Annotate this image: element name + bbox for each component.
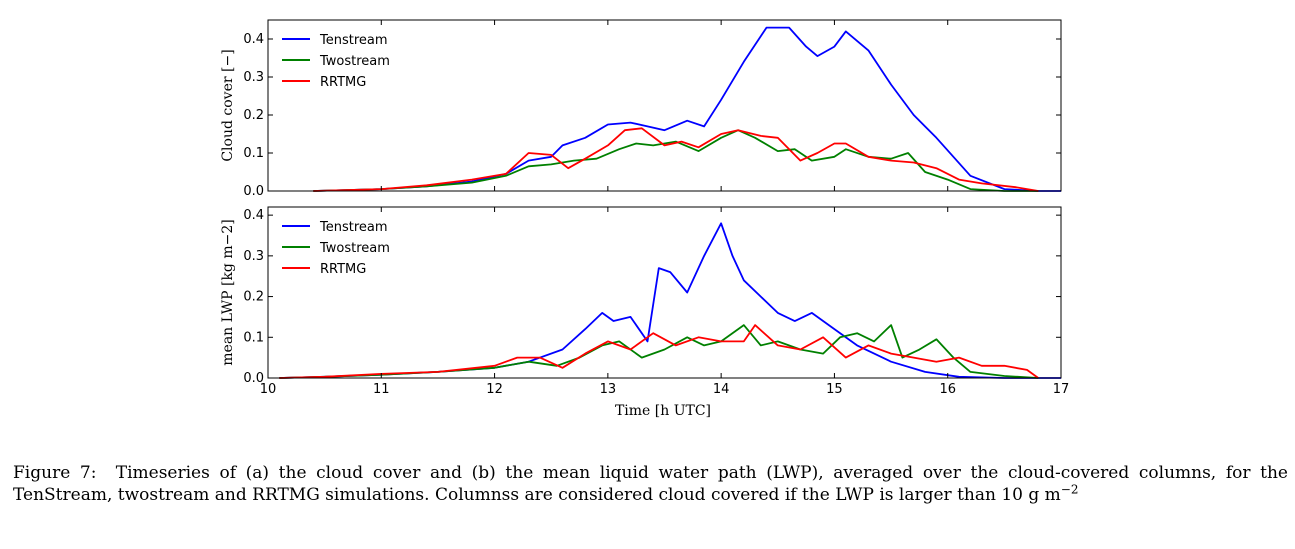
x-tick-label: 13 — [600, 382, 617, 397]
x-axis-label: Time [h UTC] — [615, 403, 711, 419]
x-tick-label: 16 — [939, 382, 956, 397]
y-tick-label: 0.0 — [243, 371, 264, 386]
y-tick-label: 0.3 — [243, 249, 264, 264]
caption-body: Timeseries of (a) the cloud cover and (b… — [13, 463, 1288, 505]
x-tick-label: 17 — [1053, 382, 1070, 397]
series-line-tenstream — [279, 222, 1061, 379]
lwp-panel: 10 11 12 13 14 15 16 17 0.0 0.1 0.2 0.3 0.4 mean LWP … — [220, 206, 1070, 397]
cloud-cover-panel: 0.0 0.1 0.2 0.3 0.4 Cloud cover [−] Tenstream T… — [220, 19, 1062, 199]
y-tick-label: 0.2 — [243, 290, 264, 305]
series-line-twostream — [313, 129, 1039, 192]
legend-label-tenstream: Tenstream — [319, 220, 388, 235]
y-tick-label: 0.1 — [243, 146, 264, 161]
x-tick-label: 14 — [713, 382, 730, 397]
y-axis-label: Cloud cover [−] — [220, 49, 236, 161]
legend-label-rrtmg: RRTMG — [320, 262, 366, 277]
y-tick-label: 0.4 — [243, 208, 264, 223]
x-tick-label: 10 — [260, 382, 277, 397]
y-tick-label: 0.2 — [243, 108, 264, 123]
axes-frame — [267, 206, 1062, 379]
y-axis-label: mean LWP [kg m−2] — [220, 219, 236, 365]
x-tick-label: 15 — [826, 382, 843, 397]
series-line-twostream — [279, 324, 1039, 379]
x-tick-label: 11 — [373, 382, 390, 397]
series-line-tenstream — [313, 26, 1061, 192]
figure-svg: 0.0 0.1 0.2 0.3 0.4 Cloud cover [−] Tenstream T… — [220, 19, 1070, 419]
y-tick-label: 0.0 — [243, 184, 264, 199]
legend-label-twostream: Twostream — [319, 241, 390, 256]
figure-caption: Figure 7: Timeseries of (a) the cloud co… — [13, 462, 1288, 506]
caption-exponent: −2 — [1060, 482, 1079, 497]
legend-label-tenstream: Tenstream — [319, 33, 388, 48]
axes-frame — [267, 19, 1062, 192]
y-tick-label: 0.3 — [243, 70, 264, 85]
caption-prefix: Figure 7: — [13, 463, 97, 483]
series-line-rrtmg — [313, 127, 1039, 192]
y-tick-label: 0.1 — [243, 330, 264, 345]
series-line-rrtmg — [279, 324, 1039, 379]
legend-label-rrtmg: RRTMG — [320, 75, 366, 90]
y-tick-label: 0.4 — [243, 32, 264, 47]
legend-label-twostream: Twostream — [319, 54, 390, 69]
x-tick-label: 12 — [486, 382, 503, 397]
